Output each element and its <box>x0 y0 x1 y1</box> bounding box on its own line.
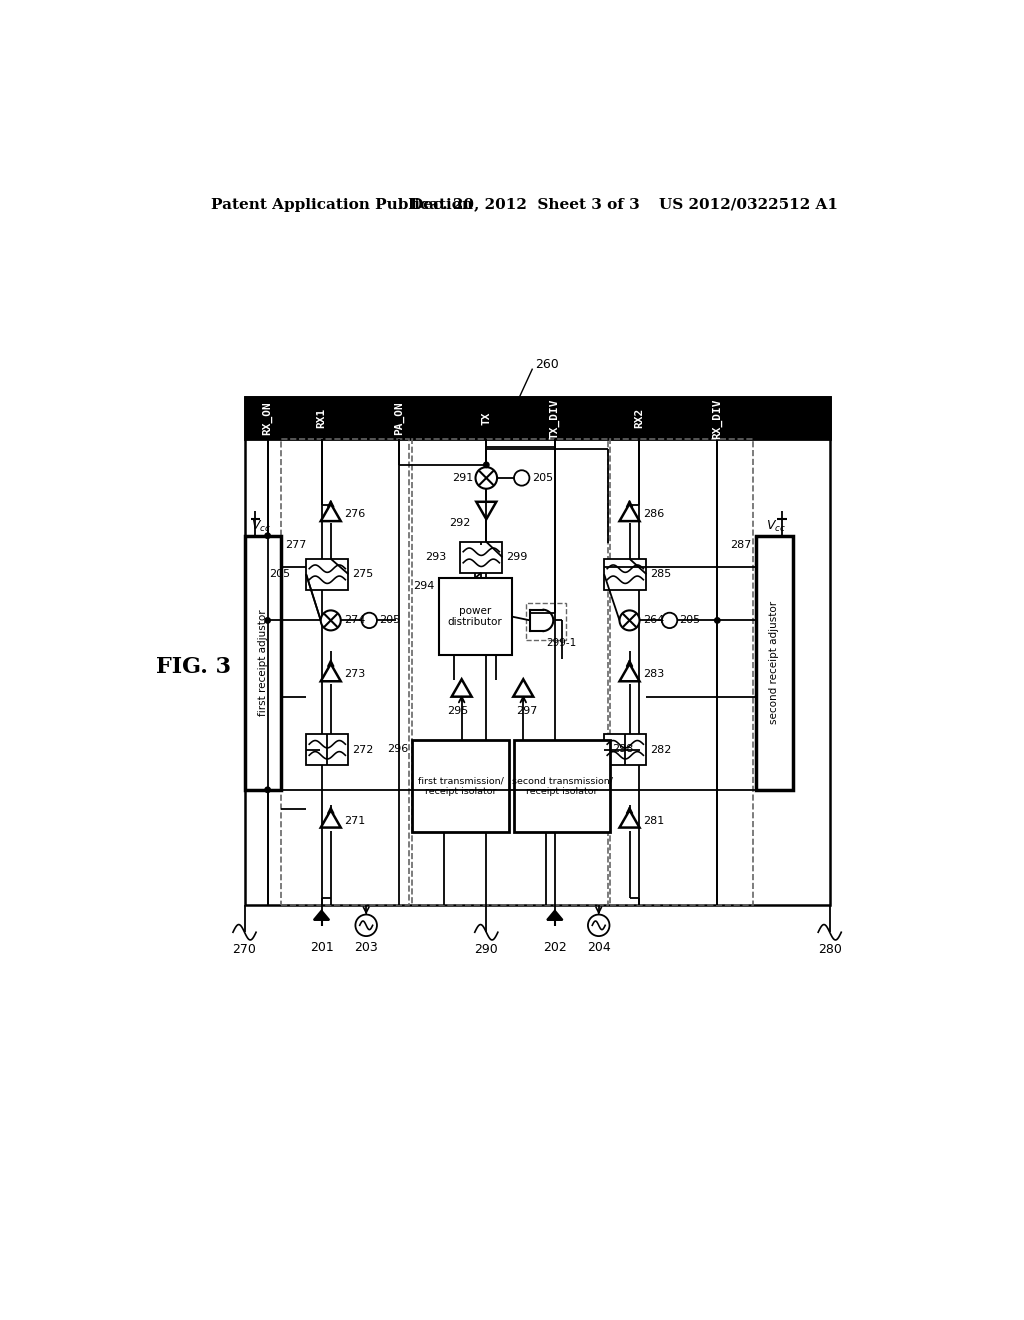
Text: TX_DIV: TX_DIV <box>550 399 560 438</box>
Text: 280: 280 <box>818 944 842 957</box>
Bar <box>514 739 610 832</box>
Text: 294: 294 <box>414 581 435 591</box>
Text: Dec. 20, 2012  Sheet 3 of 3: Dec. 20, 2012 Sheet 3 of 3 <box>410 198 640 211</box>
Text: 271: 271 <box>345 816 366 825</box>
Circle shape <box>588 915 609 936</box>
Text: 281: 281 <box>643 816 665 825</box>
Text: 205: 205 <box>531 473 553 483</box>
Text: 276: 276 <box>345 510 366 519</box>
Bar <box>610 440 753 906</box>
Bar <box>282 440 410 906</box>
Text: FIG. 3: FIG. 3 <box>157 656 231 677</box>
Text: RX_ON: RX_ON <box>262 401 272 436</box>
Circle shape <box>355 915 377 936</box>
Circle shape <box>514 470 529 486</box>
Text: 272: 272 <box>352 744 374 755</box>
Text: Patent Application Publication: Patent Application Publication <box>211 198 473 211</box>
Circle shape <box>265 618 270 623</box>
Circle shape <box>361 612 377 628</box>
Bar <box>460 543 503 573</box>
Bar <box>604 734 646 766</box>
Text: 283: 283 <box>643 669 665 680</box>
Text: 282: 282 <box>650 744 672 755</box>
Bar <box>245 397 829 906</box>
Text: 298: 298 <box>612 744 634 754</box>
Text: 292: 292 <box>450 517 471 528</box>
Text: 293: 293 <box>425 552 446 562</box>
Bar <box>245 536 282 789</box>
Text: 291: 291 <box>452 473 473 483</box>
Circle shape <box>662 612 677 628</box>
Bar <box>413 739 509 832</box>
Text: 297: 297 <box>516 706 538 717</box>
Text: RX_DIV: RX_DIV <box>712 399 722 438</box>
Circle shape <box>475 467 497 488</box>
Text: first transmission/
receipt isolator: first transmission/ receipt isolator <box>418 776 504 796</box>
Text: 285: 285 <box>650 569 672 579</box>
Text: 277: 277 <box>286 540 307 550</box>
Text: 287: 287 <box>730 540 752 550</box>
Text: 274: 274 <box>345 615 366 626</box>
Text: power
distributor: power distributor <box>447 606 503 627</box>
Polygon shape <box>313 911 330 920</box>
Bar <box>412 440 608 906</box>
Circle shape <box>620 610 640 631</box>
Text: 205: 205 <box>269 569 291 579</box>
Text: 299: 299 <box>506 552 527 562</box>
Text: 299-1: 299-1 <box>547 639 577 648</box>
Text: second transmission/
receipt isolator: second transmission/ receipt isolator <box>512 776 612 796</box>
Text: $V_{cc}$: $V_{cc}$ <box>252 519 271 535</box>
Text: TX: TX <box>481 412 492 425</box>
Text: 295: 295 <box>447 706 468 717</box>
Bar <box>245 397 829 440</box>
Text: 286: 286 <box>643 510 665 519</box>
Text: 270: 270 <box>232 944 256 957</box>
Text: PA_ON: PA_ON <box>393 401 403 436</box>
Bar <box>604 558 646 590</box>
Circle shape <box>321 610 341 631</box>
Text: 290: 290 <box>474 944 498 957</box>
Polygon shape <box>547 911 562 920</box>
Circle shape <box>265 533 270 539</box>
Bar <box>525 603 565 640</box>
Bar <box>438 578 512 655</box>
Text: 203: 203 <box>354 941 378 954</box>
Text: US 2012/0322512 A1: US 2012/0322512 A1 <box>659 198 839 211</box>
Bar <box>306 558 348 590</box>
Text: 202: 202 <box>543 941 566 954</box>
Circle shape <box>715 618 720 623</box>
Text: $V_{cc}$: $V_{cc}$ <box>766 519 785 535</box>
Text: 205: 205 <box>680 615 700 626</box>
Text: 205: 205 <box>379 615 400 626</box>
Text: RX2: RX2 <box>634 408 644 429</box>
Text: 264: 264 <box>643 615 665 626</box>
Text: 204: 204 <box>587 941 610 954</box>
Text: second receipt adjustor: second receipt adjustor <box>769 601 779 725</box>
Text: 275: 275 <box>352 569 374 579</box>
Text: 201: 201 <box>309 941 334 954</box>
Bar <box>306 734 348 766</box>
Text: 273: 273 <box>345 669 366 680</box>
Text: first receipt adjustor: first receipt adjustor <box>258 610 268 715</box>
Text: 296: 296 <box>387 744 409 754</box>
Circle shape <box>265 787 270 792</box>
Circle shape <box>483 462 489 467</box>
Text: RX1: RX1 <box>316 408 327 429</box>
Bar <box>756 536 793 789</box>
Text: 260: 260 <box>535 358 558 371</box>
